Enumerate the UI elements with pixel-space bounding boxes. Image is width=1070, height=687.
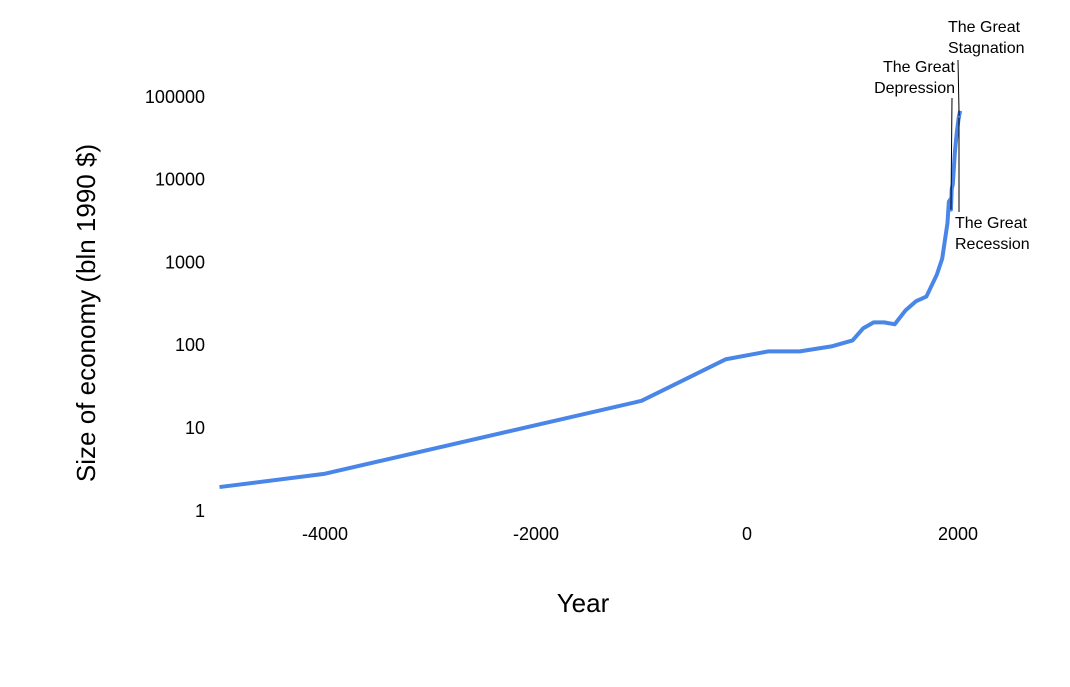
y-tick-label: 10000 [155,170,205,190]
x-tick-label: 2000 [938,524,978,544]
annotation-text: Recession [955,236,1030,253]
y-tick-label: 100000 [145,87,205,107]
y-axis-label: Size of economy (bln 1990 $) [71,144,101,482]
annotation-text: Depression [874,80,955,97]
y-tick-label: 100 [175,335,205,355]
annotation-text: The Great [883,59,956,76]
y-tick-label: 1 [195,501,205,521]
x-tick-label: 0 [742,524,752,544]
x-axis-label: Year [557,588,610,618]
x-tick-label: -2000 [513,524,559,544]
annotation-line [957,59,960,116]
annotation-line [950,97,953,210]
line [219,110,963,490]
y-tick-label: 1000 [165,252,205,272]
y-tick-label: 10 [185,418,205,438]
annotation-text: The Great [955,215,1028,232]
annotation-text: Stagnation [948,40,1025,57]
x-tick-label: -4000 [302,524,348,544]
annotation-text: The Great [948,19,1021,36]
